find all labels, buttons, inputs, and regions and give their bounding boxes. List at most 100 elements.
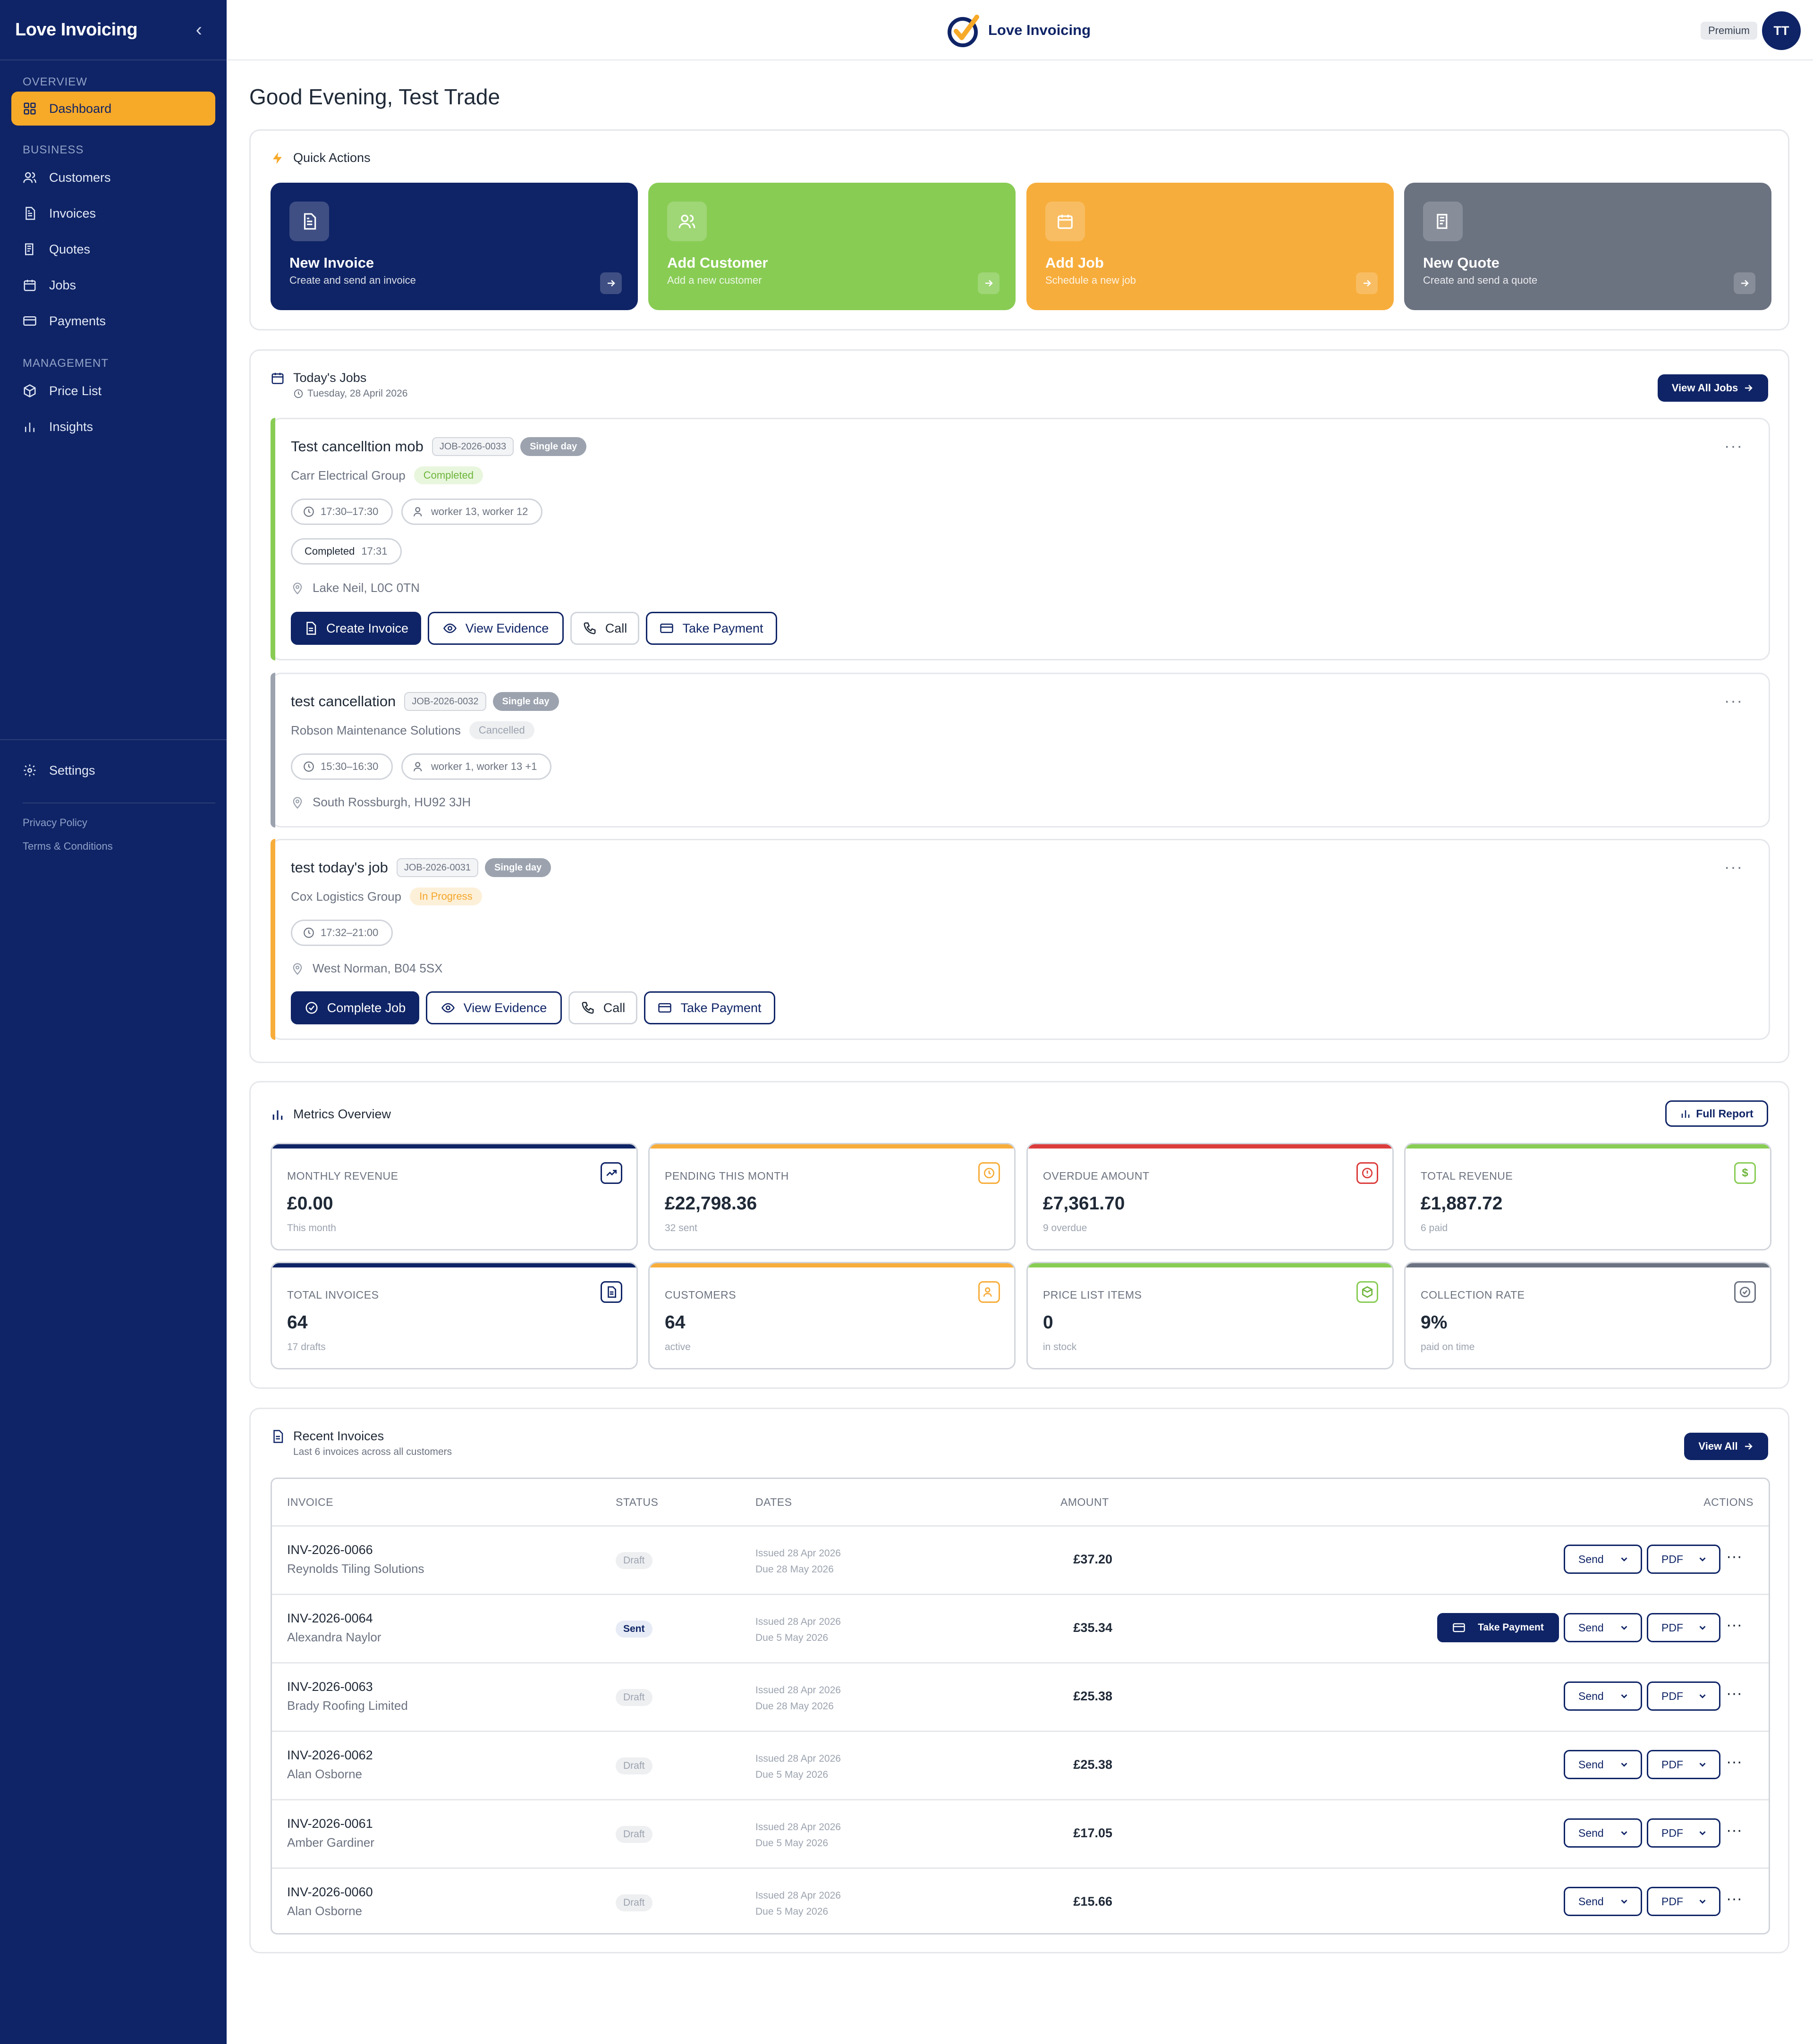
chevron-down-icon: [1699, 1763, 1706, 1767]
users-icon: [23, 172, 36, 183]
arrow-right-icon: [978, 272, 1000, 294]
table-row[interactable]: INV-2026-0062 Alan Osborne Draft Issued …: [272, 1731, 1769, 1799]
metric-monthly-revenue: MONTHLY REVENUE £0.00 This month: [271, 1143, 638, 1250]
column-header: AMOUNT: [1060, 1496, 1109, 1508]
call-button[interactable]: Call: [570, 612, 639, 645]
invoice-number[interactable]: INV-2026-0066: [287, 1543, 373, 1557]
sidebar-item-jobs[interactable]: Jobs: [11, 267, 215, 303]
metric-value: £22,798.36: [665, 1193, 757, 1214]
job-card[interactable]: test today's job JOB-2026-0031 Single da…: [271, 839, 1770, 1040]
pdf-dropdown-button[interactable]: PDF: [1647, 1613, 1720, 1642]
more-options-icon[interactable]: ···: [1726, 1616, 1742, 1634]
pdf-dropdown-button[interactable]: PDF: [1647, 1545, 1720, 1574]
table-row[interactable]: INV-2026-0064 Alexandra Naylor Sent Issu…: [272, 1594, 1769, 1662]
job-status-bar: [271, 673, 275, 828]
collapse-sidebar-icon[interactable]: ‹: [195, 19, 202, 40]
invoice-number[interactable]: INV-2026-0063: [287, 1680, 373, 1694]
full-report-button[interactable]: Full Report: [1665, 1100, 1768, 1127]
metric-label: TOTAL INVOICES: [287, 1289, 379, 1301]
more-options-icon[interactable]: ···: [1724, 692, 1743, 710]
send-dropdown-button[interactable]: Send: [1564, 1818, 1642, 1848]
terms-link[interactable]: Terms & Conditions: [23, 840, 113, 852]
job-customer: Robson Maintenance Solutions: [291, 723, 461, 737]
send-dropdown-button[interactable]: Send: [1564, 1681, 1642, 1711]
more-options-icon[interactable]: ···: [1726, 1821, 1742, 1839]
sidebar-item-customers[interactable]: Customers: [11, 160, 215, 195]
more-options-icon[interactable]: ···: [1726, 1684, 1742, 1702]
location-pin-icon: [293, 582, 302, 594]
todays-jobs-card: Today's Jobs Tuesday, 28 April 2026 View…: [249, 349, 1789, 1063]
send-dropdown-button[interactable]: Send: [1564, 1887, 1642, 1916]
sidebar-item-payments[interactable]: Payments: [11, 303, 215, 339]
send-label: Send: [1578, 1621, 1604, 1634]
sidebar-item-settings[interactable]: Settings: [11, 752, 215, 788]
job-card[interactable]: Test cancelltion mob JOB-2026-0033 Singl…: [271, 418, 1770, 660]
issued-date: Issued 28 Apr 2026: [755, 1685, 841, 1696]
invoice-amount: £15.66: [1073, 1894, 1112, 1909]
arrow-right-icon: [1745, 1443, 1753, 1450]
send-dropdown-button[interactable]: Send: [1564, 1750, 1642, 1779]
invoice-number[interactable]: INV-2026-0062: [287, 1748, 373, 1762]
view-evidence-button[interactable]: View Evidence: [426, 991, 562, 1024]
sidebar-item-dashboard[interactable]: Dashboard: [11, 92, 215, 126]
sidebar-item-invoices[interactable]: Invoices: [11, 195, 215, 231]
sidebar-item-quotes[interactable]: Quotes: [11, 231, 215, 267]
invoice-number[interactable]: INV-2026-0060: [287, 1885, 373, 1899]
new-invoice-tile[interactable]: New Invoice Create and send an invoice: [271, 183, 638, 310]
send-dropdown-button[interactable]: Send: [1564, 1545, 1642, 1574]
pdf-dropdown-button[interactable]: PDF: [1647, 1887, 1720, 1916]
table-row[interactable]: INV-2026-0060 Alan Osborne Draft Issued …: [272, 1867, 1769, 1933]
tile-subtitle: Create and send an invoice: [289, 274, 416, 286]
complete-job-button[interactable]: Complete Job: [291, 991, 419, 1024]
clock-icon: [294, 389, 303, 398]
card-icon: [23, 316, 36, 326]
new-quote-tile[interactable]: New Quote Create and send a quote: [1404, 183, 1771, 310]
check-circle-icon: [305, 1002, 318, 1014]
pdf-dropdown-button[interactable]: PDF: [1647, 1750, 1720, 1779]
take-payment-button[interactable]: Take Payment: [1437, 1613, 1559, 1642]
add-job-tile[interactable]: Add Job Schedule a new job: [1026, 183, 1394, 310]
table-row[interactable]: INV-2026-0066 Reynolds Tiling Solutions …: [272, 1525, 1769, 1594]
full-report-label: Full Report: [1696, 1107, 1754, 1120]
take-payment-button[interactable]: Take Payment: [644, 991, 775, 1024]
view-evidence-button[interactable]: View Evidence: [428, 612, 564, 645]
job-customer-row: Carr Electrical Group Completed: [291, 466, 483, 484]
sidebar-item-insights[interactable]: Insights: [11, 409, 215, 445]
avatar[interactable]: TT: [1762, 11, 1801, 50]
table-row[interactable]: INV-2026-0061 Amber Gardiner Draft Issue…: [272, 1799, 1769, 1867]
invoice-customer: Alexandra Naylor: [287, 1630, 381, 1644]
chevron-down-icon: [1699, 1626, 1706, 1630]
job-status-bar: [271, 839, 275, 1040]
job-card[interactable]: test cancellation JOB-2026-0032 Single d…: [271, 673, 1770, 828]
more-options-icon[interactable]: ···: [1724, 437, 1743, 455]
call-button[interactable]: Call: [568, 991, 637, 1024]
table-row[interactable]: INV-2026-0063 Brady Roofing Limited Draf…: [272, 1662, 1769, 1731]
recent-invoices-header: Recent Invoices Last 6 invoices across a…: [271, 1429, 452, 1458]
view-all-jobs-button[interactable]: View All Jobs: [1658, 374, 1768, 402]
more-options-icon[interactable]: ···: [1724, 858, 1743, 876]
clock-icon: [304, 761, 314, 772]
status-badge: Cancelled: [469, 721, 534, 739]
pdf-dropdown-button[interactable]: PDF: [1647, 1818, 1720, 1848]
sidebar-item-label: Jobs: [49, 278, 76, 292]
privacy-policy-link[interactable]: Privacy Policy: [23, 817, 87, 828]
pdf-dropdown-button[interactable]: PDF: [1647, 1681, 1720, 1711]
job-type-badge: Single day: [520, 437, 587, 456]
create-invoice-button[interactable]: Create Invoice: [291, 612, 421, 645]
send-label: Send: [1578, 1758, 1604, 1771]
send-dropdown-button[interactable]: Send: [1564, 1613, 1642, 1642]
sidebar-item-price-list[interactable]: Price List: [11, 373, 215, 409]
invoice-number[interactable]: INV-2026-0061: [287, 1816, 373, 1831]
job-customer: Cox Logistics Group: [291, 889, 402, 904]
add-customer-tile[interactable]: Add Customer Add a new customer: [648, 183, 1016, 310]
logo[interactable]: Love Invoicing: [946, 12, 1091, 48]
more-options-icon[interactable]: ···: [1726, 1890, 1742, 1908]
view-all-invoices-button[interactable]: View All: [1684, 1433, 1768, 1460]
invoice-number[interactable]: INV-2026-0064: [287, 1611, 373, 1625]
sidebar-item-label: Insights: [49, 419, 93, 434]
more-options-icon[interactable]: ···: [1726, 1547, 1742, 1565]
tile-title: New Invoice: [289, 254, 374, 271]
take-payment-button[interactable]: Take Payment: [646, 612, 777, 645]
invoice-dates: Issued 28 Apr 2026 Due 5 May 2026: [755, 1751, 841, 1783]
more-options-icon[interactable]: ···: [1726, 1753, 1742, 1771]
